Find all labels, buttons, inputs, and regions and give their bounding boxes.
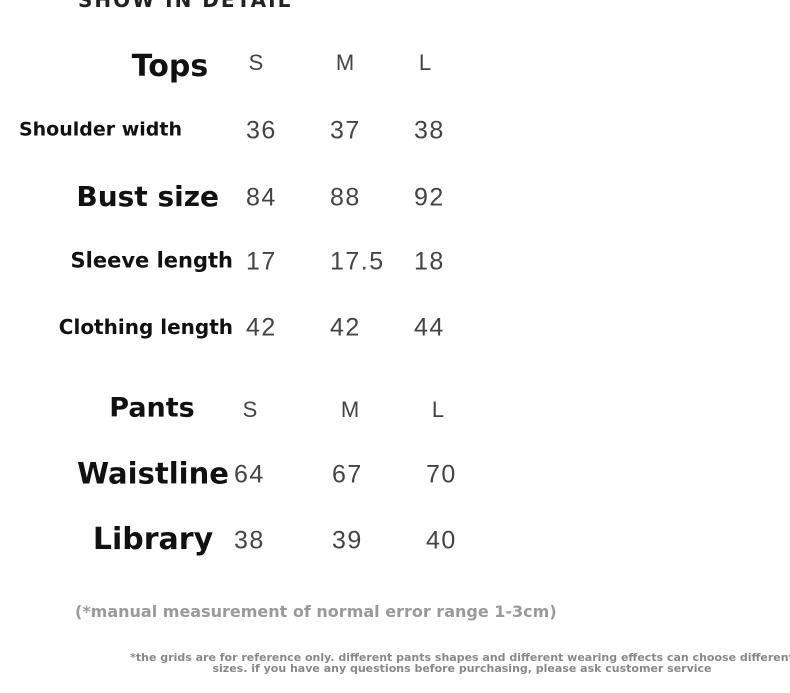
heading: SHOW IN DETAIL <box>78 0 293 12</box>
note: (*manual measurement of normal error ran… <box>75 602 557 621</box>
disclaimer-line: sizes. if you have any questions before … <box>212 662 712 675</box>
measurement: 18 <box>414 247 445 276</box>
disclaimer-line: *the grids are for reference only. diffe… <box>130 651 790 664</box>
measurement: 38 <box>414 116 445 145</box>
section-title: Pants <box>109 392 195 424</box>
row-label: Library <box>92 522 214 557</box>
measurement: 44 <box>414 313 445 342</box>
measurement: 42 <box>246 313 277 342</box>
measurement: 67 <box>332 460 363 489</box>
row-label: Waistline <box>77 456 229 491</box>
size-header: S <box>248 50 264 75</box>
row-label: Sleeve length <box>70 248 233 273</box>
size-header: L <box>431 397 445 422</box>
measurement: 37 <box>330 116 361 145</box>
measurement: 64 <box>234 460 265 489</box>
size-header: M <box>335 50 355 75</box>
measurement: 17 <box>246 247 277 276</box>
disclaimer: *the grids are for reference only. diffe… <box>130 652 790 674</box>
measurement: 70 <box>426 460 457 489</box>
measurement: 17.5 <box>330 247 385 276</box>
measurement: 38 <box>234 526 265 555</box>
measurement: 42 <box>330 313 361 342</box>
size-header: L <box>418 50 432 75</box>
size-header: M <box>340 397 360 422</box>
measurement: 88 <box>330 183 361 212</box>
measurement: 92 <box>414 183 445 212</box>
size-header: S <box>242 397 258 422</box>
row-label: Clothing length <box>58 315 233 339</box>
measurement: 84 <box>246 183 277 212</box>
section-title: Tops <box>131 49 209 84</box>
row-label: Bust size <box>76 180 219 213</box>
row-label: Shoulder width <box>18 118 182 141</box>
measurement: 40 <box>426 526 457 555</box>
measurement: 39 <box>332 526 363 555</box>
measurement: 36 <box>246 116 277 145</box>
